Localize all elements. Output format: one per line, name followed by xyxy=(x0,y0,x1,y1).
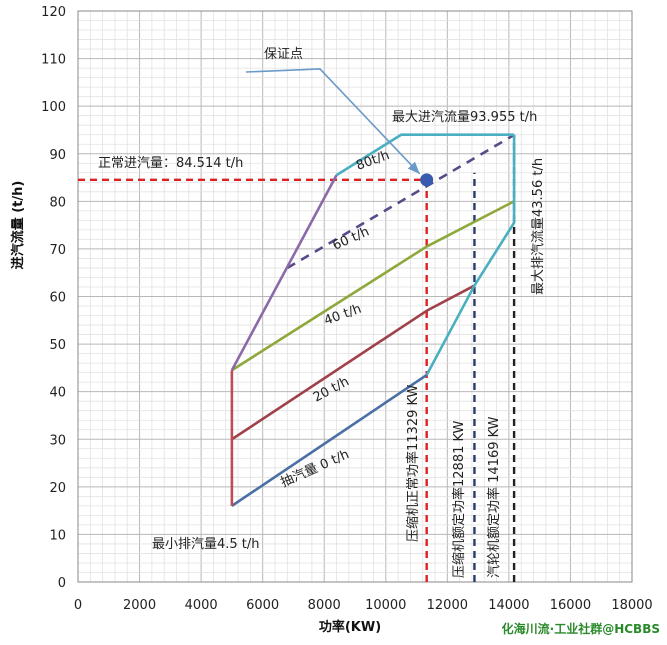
grid xyxy=(77,10,633,583)
annotation-compressor-normal-power: 压缩机正常功率11329 KW xyxy=(405,384,421,542)
annotation-extraction-0th: 抽汽量 0 t/h xyxy=(279,447,352,491)
x-tick-label: 2000 xyxy=(123,598,156,613)
x-tick-label: 10000 xyxy=(365,598,406,613)
x-tick-label: 12000 xyxy=(427,598,468,613)
x-tick-label: 14000 xyxy=(488,598,529,613)
y-tick-label: 70 xyxy=(49,243,66,258)
plot-border xyxy=(77,10,633,583)
x-axis-ticks: 0 2000 4000 6000 8000 10000 12000 14000 16000 180… xyxy=(74,598,653,613)
x-tick-label: 8000 xyxy=(308,598,341,613)
annotation-normal-inlet-flow: 正常进汽量：84.514 t/h xyxy=(98,156,243,171)
x-tick-label: 0 xyxy=(74,598,82,613)
annotation-max-exhaust-flow: 最大排汽流量43.56 t/h xyxy=(531,158,546,295)
y-tick-label: 10 xyxy=(49,528,66,543)
series-line-5 xyxy=(335,133,515,177)
y-tick-label: 90 xyxy=(49,148,66,163)
y-tick-label: 100 xyxy=(41,100,66,115)
annotation-guarantee-point: 保证点 xyxy=(264,47,303,62)
y-tick-label: 110 xyxy=(41,53,66,68)
y-tick-label: 20 xyxy=(49,481,66,496)
plot-frame xyxy=(77,10,633,583)
x-tick-label: 4000 xyxy=(185,598,218,613)
y-tick-label: 60 xyxy=(49,291,66,306)
x-tick-label: 6000 xyxy=(246,598,279,613)
guarantee-point-arrowhead xyxy=(407,161,420,174)
y-tick-label: 80 xyxy=(49,195,66,210)
watermark: 化海川流·工业社群@HCBBS xyxy=(502,621,660,636)
series-line-2 xyxy=(231,200,515,372)
y-axis-ticks: 0 10 20 30 40 50 60 70 80 90 100 110 120 xyxy=(41,5,66,591)
series-line-4 xyxy=(230,174,338,371)
annotation-max-inlet-flow: 最大进汽流量93.955 t/h xyxy=(392,110,537,125)
annotation-compressor-rated-power: 压缩机额定功率12881 KW xyxy=(451,420,467,578)
y-tick-label: 120 xyxy=(41,5,66,20)
series-line-3 xyxy=(286,133,515,270)
series-lines xyxy=(230,133,516,507)
series-line-6 xyxy=(425,134,516,376)
guarantee-point-marker xyxy=(420,173,434,187)
x-tick-label: 18000 xyxy=(611,598,652,613)
y-tick-label: 0 xyxy=(58,576,66,591)
y-axis-title: 进汽流量 (t/h) xyxy=(10,181,26,270)
x-tick-label: 16000 xyxy=(550,598,591,613)
guarantee-point-arrow xyxy=(245,68,421,175)
annotation-turbine-rated-power: 汽轮机额定功率 14169 KW xyxy=(486,416,502,578)
y-tick-label: 50 xyxy=(49,338,66,353)
y-tick-label: 30 xyxy=(49,433,66,448)
reference-lines xyxy=(78,134,516,582)
annotation-min-exhaust: 最小排汽量4.5 t/h xyxy=(152,537,260,552)
y-tick-label: 40 xyxy=(49,386,66,401)
series-line-0 xyxy=(231,373,428,507)
x-axis-title: 功率(KW) xyxy=(319,619,381,635)
series-line-1 xyxy=(231,284,476,441)
